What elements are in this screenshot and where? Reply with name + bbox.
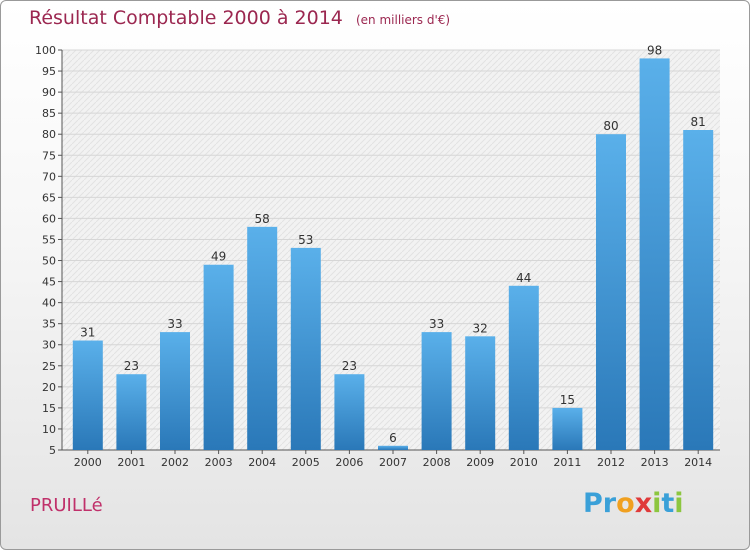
y-tick-label: 15 — [42, 402, 56, 415]
bar — [72, 340, 103, 450]
y-tick-label: 75 — [42, 149, 56, 162]
x-tick-label: 2006 — [335, 456, 363, 469]
bar — [160, 332, 190, 450]
bar-value-label: 15 — [560, 393, 575, 407]
logo-letter: i — [674, 488, 684, 519]
bar-value-label: 81 — [691, 115, 706, 129]
y-tick-label: 85 — [42, 107, 56, 120]
bar — [639, 58, 670, 450]
bar — [116, 374, 147, 450]
y-tick-label: 25 — [42, 360, 56, 373]
y-tick-label: 55 — [42, 233, 56, 246]
x-tick-label: 2001 — [117, 456, 145, 469]
x-tick-label: 2003 — [205, 456, 233, 469]
y-tick-label: 40 — [42, 297, 56, 310]
bar-value-label: 80 — [603, 119, 618, 133]
y-tick-label: 80 — [42, 128, 56, 141]
y-tick-label: 65 — [42, 191, 56, 204]
bar — [334, 374, 365, 450]
proxiti-logo: Proxiti — [583, 488, 684, 519]
bar — [683, 130, 714, 450]
bar-value-label: 6 — [389, 431, 397, 445]
x-tick-label: 2005 — [292, 456, 320, 469]
bar-value-label: 53 — [298, 233, 313, 247]
y-tick-label: 60 — [42, 212, 56, 225]
bar-value-label: 98 — [647, 43, 662, 57]
bar-value-label: 44 — [516, 271, 531, 285]
x-tick-label: 2013 — [641, 456, 669, 469]
y-tick-label: 70 — [42, 170, 56, 183]
logo-letter: i — [652, 488, 662, 519]
y-tick-label: 10 — [42, 423, 56, 436]
chart-title-unit: (en milliers d'€) — [355, 13, 451, 27]
logo-letter: P — [583, 488, 603, 519]
y-tick-label: 45 — [42, 276, 56, 289]
x-tick-label: 2004 — [248, 456, 276, 469]
x-tick-label: 2008 — [423, 456, 451, 469]
x-tick-label: 2000 — [74, 456, 102, 469]
bar-value-label: 23 — [342, 359, 357, 373]
bar-value-label: 58 — [255, 212, 270, 226]
bar-value-label: 33 — [429, 317, 444, 331]
x-tick-label: 2012 — [597, 456, 625, 469]
x-tick-label: 2007 — [379, 456, 407, 469]
bar — [290, 247, 321, 450]
x-tick-label: 2010 — [510, 456, 538, 469]
y-tick-label: 20 — [42, 381, 56, 394]
bar-value-label: 23 — [124, 359, 139, 373]
x-tick-label: 2011 — [553, 456, 581, 469]
bar — [378, 445, 408, 450]
y-tick-label: 35 — [42, 318, 56, 331]
x-tick-label: 2002 — [161, 456, 189, 469]
bar — [247, 226, 278, 450]
logo-letter: x — [634, 488, 653, 519]
bar-value-label: 33 — [167, 317, 182, 331]
commune-name: PRUILLé — [30, 495, 103, 516]
x-tick-label: 2014 — [684, 456, 712, 469]
chart-title: Résultat Comptable 2000 à 2014 (en milli… — [29, 7, 450, 29]
y-tick-label: 30 — [42, 339, 56, 352]
bar — [596, 134, 626, 451]
bar — [203, 264, 234, 450]
chart-title-main: Résultat Comptable 2000 à 2014 — [29, 7, 343, 29]
bar — [465, 336, 496, 450]
logo-letter: t — [661, 488, 675, 519]
y-tick-label: 100 — [35, 44, 56, 57]
logo-letter: r — [602, 488, 617, 519]
y-tick-label: 5 — [49, 444, 56, 457]
y-tick-label: 90 — [42, 86, 56, 99]
bar — [552, 407, 583, 450]
y-tick-label: 95 — [42, 65, 56, 78]
bar — [508, 285, 539, 450]
bar — [421, 332, 452, 450]
logo-letter: o — [616, 488, 635, 519]
bar-value-label: 32 — [473, 321, 488, 335]
y-tick-label: 50 — [42, 255, 56, 268]
bar-value-label: 31 — [80, 326, 95, 340]
x-tick-label: 2009 — [466, 456, 494, 469]
bar-value-label: 49 — [211, 250, 226, 264]
